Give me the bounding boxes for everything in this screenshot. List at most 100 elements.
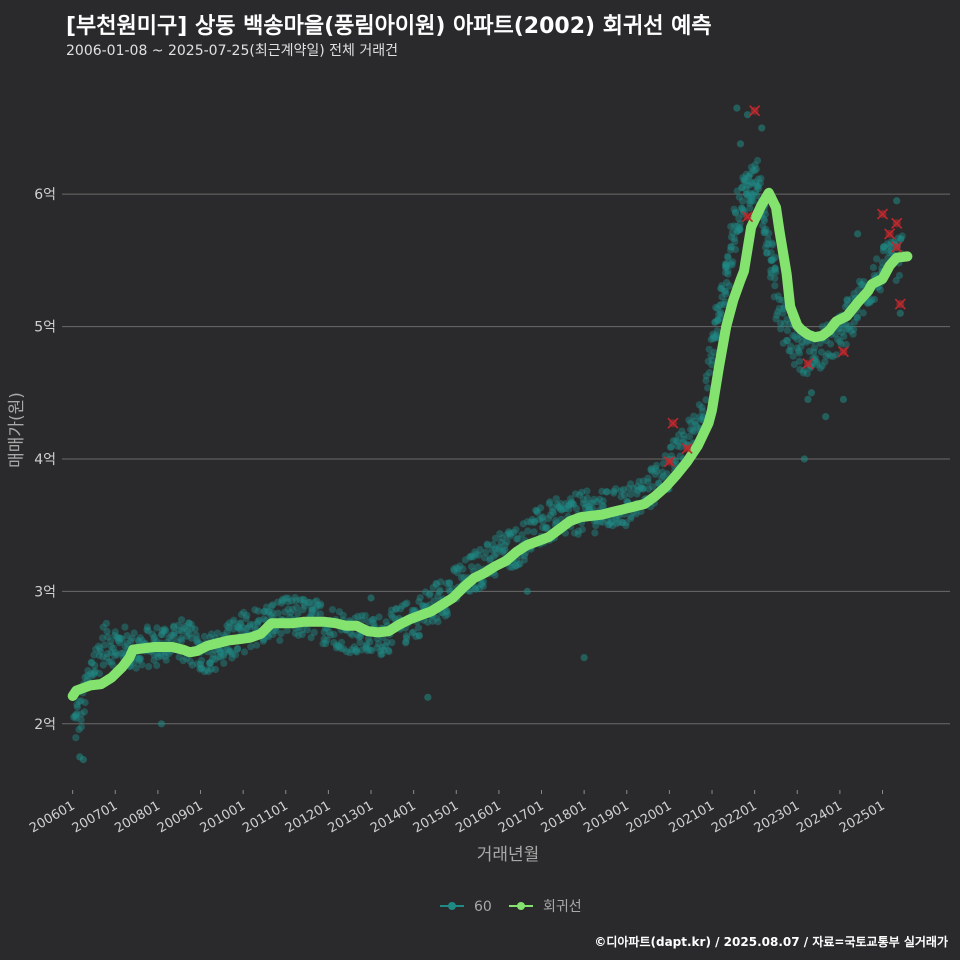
scatter-point <box>549 509 558 517</box>
scatter-point <box>895 271 904 280</box>
scatter-point <box>704 357 712 365</box>
scatter-point <box>402 639 410 647</box>
scatter-point <box>107 637 115 645</box>
scatter-point <box>853 314 862 322</box>
scatter-point <box>765 229 773 237</box>
scatter-point <box>727 233 736 241</box>
scatter-point <box>539 513 547 521</box>
scatter-point <box>392 604 400 613</box>
scatter-point <box>687 419 695 427</box>
scatter-point <box>531 517 539 525</box>
scatter-point <box>206 660 214 668</box>
scatter-point <box>130 629 138 637</box>
x-tick-label: 201701 <box>496 798 546 836</box>
scatter-point <box>760 215 768 223</box>
scatter-point <box>622 519 630 527</box>
scatter-point <box>98 634 107 642</box>
scatter-point <box>73 703 81 711</box>
scatter-point <box>81 698 89 707</box>
scatter-point <box>746 181 754 189</box>
scatter-point <box>644 478 652 486</box>
scatter-point <box>95 642 103 650</box>
scatter-point <box>84 667 92 675</box>
x-tick-label: 201901 <box>581 798 631 836</box>
scatter-point <box>369 619 377 627</box>
scatter-point <box>284 594 292 602</box>
scatter-point <box>228 654 236 662</box>
scatter-point <box>633 490 641 498</box>
scatter-point <box>761 229 769 237</box>
scatter-point <box>251 606 259 614</box>
scatter-point <box>741 175 749 183</box>
scatter-point <box>269 630 277 639</box>
scatter-point <box>224 645 232 654</box>
scatter-point <box>702 377 710 385</box>
scatter-point <box>113 633 121 641</box>
scatter-point <box>177 634 185 643</box>
scatter-point <box>353 631 362 639</box>
scatter-point <box>724 252 732 260</box>
scatter-point <box>73 710 81 718</box>
scatter-point <box>548 507 557 515</box>
scatter-point <box>673 442 682 450</box>
scatter-point <box>714 316 722 324</box>
scatter-point <box>415 632 423 640</box>
scatter-point <box>742 190 751 198</box>
scatter-point <box>450 567 458 575</box>
scatter-point <box>144 627 152 635</box>
scatter-point <box>107 642 115 650</box>
scatter-point <box>805 347 814 355</box>
scatter-point <box>291 629 299 637</box>
scatter-point <box>157 652 165 660</box>
scatter-point <box>200 632 209 641</box>
scatter-point <box>746 189 754 197</box>
scatter-point <box>572 504 581 513</box>
scatter-point <box>818 362 826 370</box>
scatter-point <box>717 310 725 318</box>
scatter-point <box>457 574 466 582</box>
scatter-point <box>652 461 661 469</box>
scatter-point <box>310 628 318 637</box>
scatter-point <box>574 530 582 538</box>
scatter-point <box>686 425 695 434</box>
scatter-point <box>763 249 771 257</box>
scatter-point <box>859 309 867 317</box>
scatter-point <box>187 624 196 632</box>
scatter-point <box>610 487 618 495</box>
scatter-point <box>651 470 659 478</box>
scatter-point <box>203 666 211 674</box>
scatter-point <box>711 333 720 341</box>
x-tick-label: 201101 <box>240 798 290 836</box>
scatter-point <box>216 647 224 656</box>
scatter-point <box>168 631 176 639</box>
scatter-point <box>160 627 168 636</box>
scatter-point <box>734 226 743 234</box>
scatter-point <box>678 427 686 435</box>
scatter-point <box>300 599 308 608</box>
scatter-point <box>86 670 95 678</box>
scatter-point <box>114 636 122 645</box>
scatter-point <box>868 296 876 304</box>
scatter-point <box>380 646 388 654</box>
scatter-point <box>501 546 509 554</box>
scatter-point <box>235 624 243 633</box>
scatter-point <box>242 614 250 623</box>
scatter-point <box>72 711 80 719</box>
scatter-point <box>723 263 731 271</box>
scatter-point <box>245 623 254 631</box>
scatter-point <box>855 277 864 285</box>
scatter-point <box>697 416 705 424</box>
scatter-point <box>408 629 416 637</box>
scatter-point <box>138 637 146 645</box>
scatter-point <box>559 505 567 513</box>
scatter-point <box>289 605 297 614</box>
x-tick-label: 202401 <box>794 798 844 836</box>
scatter-point <box>320 628 328 636</box>
scatter-point <box>319 640 327 648</box>
scatter-point <box>659 472 668 480</box>
scatter-point <box>476 546 484 554</box>
scatter-point <box>323 636 331 644</box>
scatter-point <box>561 505 570 513</box>
scatter-point <box>278 597 286 605</box>
scatter-point <box>96 648 105 656</box>
